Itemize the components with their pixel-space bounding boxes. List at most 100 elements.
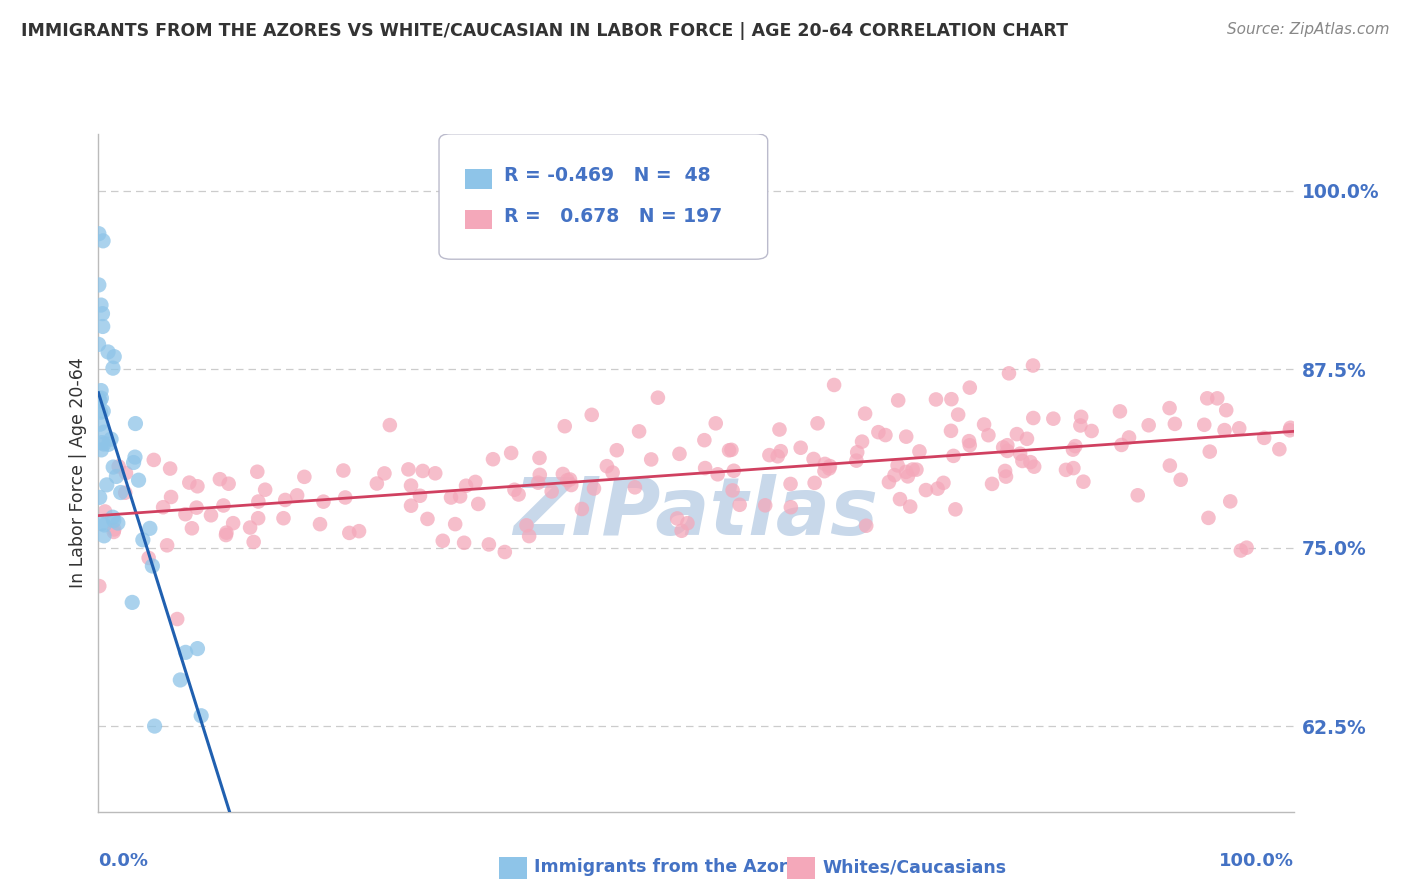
- Point: [1022, 411, 1045, 425]
- Point: [309, 517, 332, 532]
- Point: [981, 476, 1004, 491]
- Point: [97, 345, 120, 359]
- Point: [110, 485, 132, 500]
- Point: [1206, 392, 1229, 406]
- Point: [337, 525, 360, 540]
- Point: [128, 473, 150, 487]
- Point: [91, 234, 114, 248]
- Point: [89, 417, 111, 432]
- Point: [728, 498, 751, 512]
- Point: [159, 461, 181, 475]
- Point: [208, 472, 231, 486]
- Point: [941, 392, 963, 407]
- Point: [1159, 401, 1181, 416]
- Point: [925, 392, 948, 407]
- Point: [96, 478, 118, 492]
- Point: [453, 535, 475, 549]
- Point: [957, 434, 980, 449]
- Point: [121, 595, 143, 609]
- Point: [132, 533, 155, 547]
- Point: [624, 480, 647, 494]
- Point: [103, 350, 125, 364]
- Point: [1062, 442, 1084, 457]
- Bar: [465, 169, 492, 189]
- Point: [212, 499, 235, 513]
- Point: [1159, 458, 1181, 473]
- Point: [186, 641, 208, 656]
- Point: [668, 447, 690, 461]
- Y-axis label: In Labor Force | Age 20-64: In Labor Force | Age 20-64: [69, 358, 87, 588]
- Point: [190, 708, 212, 723]
- Point: [695, 461, 717, 475]
- Point: [908, 444, 931, 458]
- Point: [91, 307, 114, 321]
- Point: [93, 437, 115, 451]
- Point: [90, 384, 112, 398]
- Point: [90, 391, 112, 405]
- Point: [87, 392, 110, 406]
- Point: [1042, 411, 1064, 425]
- Point: [768, 423, 790, 437]
- Point: [508, 487, 530, 501]
- Point: [803, 452, 825, 467]
- Point: [995, 444, 1018, 458]
- Point: [998, 367, 1021, 381]
- Point: [823, 378, 845, 392]
- Point: [464, 475, 486, 489]
- Point: [174, 507, 197, 521]
- Point: [789, 441, 811, 455]
- Point: [718, 443, 741, 458]
- Point: [582, 482, 605, 496]
- Point: [628, 425, 651, 439]
- Point: [138, 550, 160, 565]
- Point: [676, 516, 699, 531]
- Point: [846, 445, 869, 459]
- Point: [114, 485, 136, 500]
- Point: [478, 537, 501, 551]
- Bar: [465, 210, 492, 229]
- Point: [90, 405, 112, 419]
- Point: [143, 719, 166, 733]
- Point: [814, 457, 837, 471]
- Point: [896, 430, 918, 444]
- Point: [432, 533, 454, 548]
- Point: [89, 491, 111, 505]
- Point: [721, 483, 744, 498]
- Point: [105, 469, 128, 483]
- Point: [312, 494, 335, 508]
- Point: [247, 494, 270, 508]
- Point: [215, 525, 238, 540]
- Point: [901, 462, 924, 476]
- Point: [87, 227, 110, 241]
- Point: [440, 491, 463, 505]
- Point: [215, 528, 238, 542]
- Point: [156, 538, 179, 552]
- Point: [97, 437, 120, 451]
- Point: [905, 463, 928, 477]
- Point: [166, 612, 188, 626]
- Point: [877, 475, 900, 489]
- Point: [818, 461, 841, 475]
- Text: Immigrants from the Azores: Immigrants from the Azores: [534, 858, 810, 876]
- Point: [101, 510, 124, 524]
- Point: [723, 464, 745, 478]
- Point: [378, 418, 401, 433]
- Point: [1118, 430, 1140, 444]
- Point: [494, 545, 516, 559]
- Point: [91, 319, 114, 334]
- Point: [179, 475, 201, 490]
- Point: [1111, 438, 1133, 452]
- Point: [994, 469, 1017, 483]
- Point: [946, 408, 969, 422]
- Point: [779, 500, 801, 515]
- Point: [640, 452, 662, 467]
- Point: [813, 464, 835, 478]
- Point: [239, 520, 262, 534]
- Point: [1227, 421, 1250, 435]
- Point: [274, 492, 297, 507]
- Point: [90, 442, 112, 457]
- Point: [94, 504, 117, 518]
- Point: [1198, 444, 1220, 458]
- Point: [142, 453, 165, 467]
- Point: [1253, 431, 1275, 445]
